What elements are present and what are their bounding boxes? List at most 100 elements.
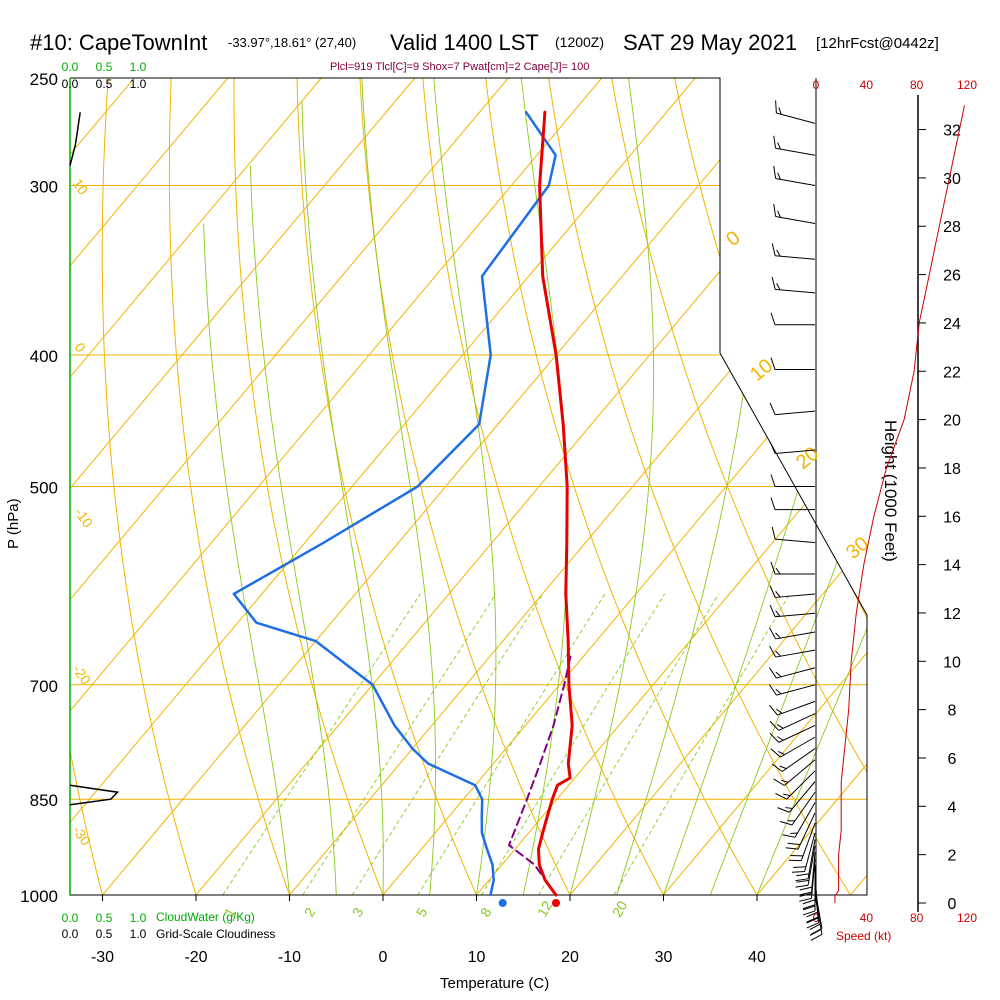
barb-feather [770, 497, 776, 510]
forecast-date: SAT 29 May 2021 [623, 30, 797, 55]
barb-staff [775, 288, 816, 294]
height-tick-label: 16 [943, 509, 961, 526]
y-tick-label: 400 [30, 347, 58, 366]
barb-staff [800, 822, 816, 861]
wind-barb [770, 474, 815, 487]
height-tick-label: 18 [943, 461, 961, 478]
barb-feather [779, 820, 793, 826]
height-tick-label: 32 [943, 123, 961, 140]
dry-adiabat [233, 78, 384, 895]
barb-feather [802, 899, 816, 905]
barb-feather [810, 928, 823, 935]
cloudwater-tick-top: 1.0 [130, 60, 147, 74]
barb-feather [799, 897, 812, 902]
surface-dewpoint-point [498, 899, 507, 907]
y-tick-label: 700 [30, 677, 58, 696]
barb-feather [771, 243, 776, 256]
mixing-ratio-label: 12 [534, 898, 556, 920]
wind-barb [770, 357, 815, 371]
cloudwater-tick-bottom: 0.5 [96, 911, 113, 925]
barb-staff [778, 713, 816, 731]
height-axis-label: Height (1000 Feet) [881, 420, 900, 562]
cloudiness-tick-bottom: 1.0 [130, 927, 147, 941]
cloudwater-tick-top: 0.5 [96, 60, 113, 74]
barb-feather [771, 276, 776, 290]
mixing-ratio-line [302, 593, 497, 895]
height-tick-label: 10 [943, 654, 961, 671]
barb-feather [778, 107, 782, 115]
y-tick-label: 250 [30, 70, 58, 89]
barb-staff [811, 852, 816, 893]
dry-adiabat [359, 78, 571, 895]
x-tick-label: 10 [468, 949, 486, 966]
valid-time: Valid 1400 LST [390, 30, 539, 55]
barb-feather [770, 748, 781, 758]
barb-staff [807, 839, 816, 879]
wind-barb [770, 312, 815, 326]
barb-feather [771, 763, 783, 772]
isotherm-line [70, 78, 509, 895]
barb-staff [775, 449, 816, 455]
utc-time: (1200Z) [555, 34, 604, 50]
barb-feather [773, 203, 777, 217]
x-tick-label: 40 [748, 949, 766, 966]
barb-feather [770, 312, 776, 325]
barb-feather [770, 357, 776, 370]
barb-feather [773, 135, 777, 149]
wind-barb [771, 748, 816, 772]
height-tick-label: 24 [943, 316, 961, 333]
x-tick-label: 30 [655, 949, 673, 966]
barb-feather [791, 871, 805, 873]
height-tick-label: 8 [948, 703, 957, 720]
cloudwater-tick-bottom: 1.0 [130, 911, 147, 925]
cloudiness-tick-top: 1.0 [130, 77, 147, 91]
wind-barb [802, 864, 816, 910]
barb-feather [768, 667, 777, 679]
barb-feather [796, 873, 809, 877]
height-tick-label: 28 [943, 219, 961, 236]
wind-barb [773, 203, 816, 224]
cloudiness-tick-top: 0.0 [62, 77, 79, 91]
speed-tick-top: 0 [813, 78, 820, 92]
wind-barb [769, 627, 816, 640]
x-tick-label: 20 [561, 949, 579, 966]
surface-temperature-point [551, 899, 560, 907]
mixing-ratio-line [351, 593, 544, 895]
isotherm-line [70, 78, 696, 895]
barb-staff [775, 216, 816, 224]
barb-feather [785, 847, 799, 850]
barb-staff [775, 410, 816, 416]
barb-staff [776, 684, 816, 696]
height-tick-label: 26 [943, 268, 961, 285]
moist-adiabat [520, 78, 568, 895]
barb-feather [775, 591, 781, 598]
barb-feather [777, 142, 781, 150]
speed-tick-bottom: 120 [957, 911, 977, 925]
wind-barb [769, 725, 816, 743]
wind-barb [799, 858, 816, 902]
station-title: #10: CapeTownInt [30, 30, 207, 55]
barb-staff [788, 781, 816, 813]
barb-staff [794, 802, 816, 838]
barb-feather [769, 732, 780, 743]
height-tick-label: 4 [948, 799, 957, 816]
wind-barb [773, 135, 816, 156]
barb-feather [777, 172, 781, 180]
speed-tick-top: 40 [860, 78, 874, 92]
wind-barb [777, 781, 816, 813]
barb-feather [776, 708, 783, 714]
barb-feather [802, 904, 816, 910]
wind-barb [785, 812, 816, 850]
station-coords: -33.97°,18.61° (27,40) [228, 35, 356, 50]
barb-feather [769, 441, 776, 454]
barb-feather [795, 878, 809, 882]
wind-barb [773, 759, 816, 786]
wind-barb [775, 100, 816, 124]
wind-barb [769, 441, 816, 455]
barb-staff [804, 832, 816, 872]
y-tick-label: 300 [30, 177, 58, 196]
wind-barb [768, 667, 816, 679]
height-tick-label: 6 [948, 751, 957, 768]
parcel-profile [508, 653, 572, 896]
